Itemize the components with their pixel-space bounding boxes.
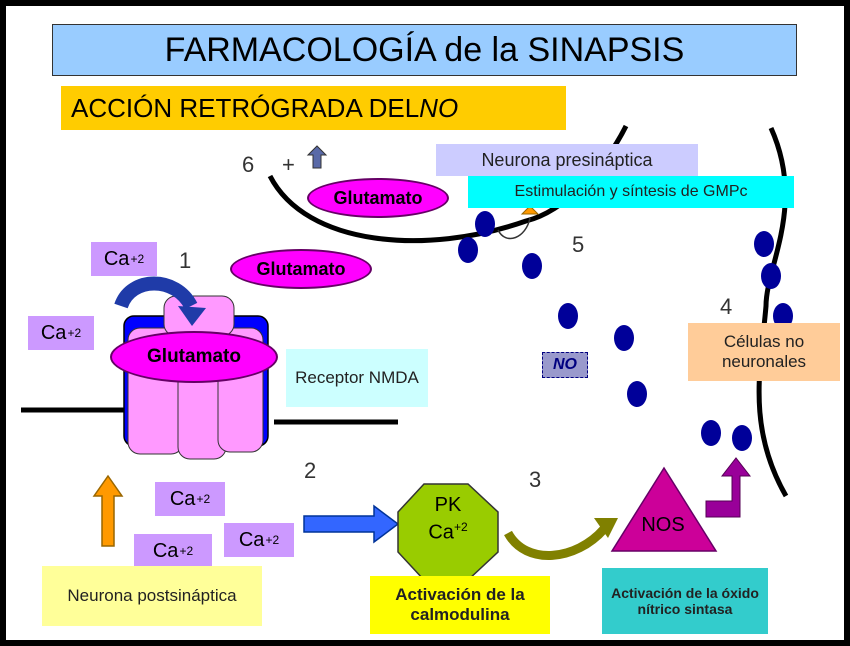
glutamato-ellipse-middle: Glutamato (230, 249, 372, 289)
small-curved-arrow (497, 217, 531, 240)
subtitle: ACCIÓN RETRÓGRADA DEL NO (61, 86, 566, 130)
ca-ion-label: Ca +2 (224, 523, 294, 557)
curved-arrow-pk-nos (504, 525, 608, 560)
no-dot (614, 325, 634, 351)
postsynaptic-neuron-label: Neurona postsináptica (42, 566, 262, 626)
no-dot (773, 303, 793, 329)
right-arrow-icon (303, 504, 400, 544)
no-dot (701, 420, 721, 446)
ca-ion-label: Ca +2 (91, 242, 157, 276)
step-number-1: 1 (179, 248, 192, 273)
no-dot (627, 381, 647, 407)
step-number-5: 5 (572, 232, 585, 257)
ca-ion-label: Ca +2 (155, 482, 225, 516)
page-title: FARMACOLOGÍA de la SINAPSIS (52, 24, 797, 76)
step-number-6: 6 (242, 152, 255, 177)
ca-ion-label: Ca +2 (28, 316, 94, 350)
subtitle-text: ACCIÓN RETRÓGRADA DEL (71, 92, 420, 123)
no-dot (458, 237, 478, 263)
glutamato-ellipse-top: Glutamato (307, 178, 449, 218)
glutamato-ellipse-receptor: Glutamato (110, 331, 278, 383)
curved-arrow-icon (114, 276, 198, 310)
no-dot (732, 425, 752, 451)
gmpc-label: Estimulación y síntesis de GMPc (468, 176, 794, 208)
nos-activation-label: Activación de la óxido nítrico sintasa (602, 568, 768, 634)
pk-label: PK Ca+2 (428, 494, 468, 544)
small-up-arrow-icon (306, 145, 328, 169)
subtitle-no: NO (419, 92, 459, 123)
step-number-2: 2 (304, 458, 317, 483)
up-arrow-icon (92, 474, 124, 547)
no-dot (558, 303, 578, 329)
no-dots (458, 211, 793, 451)
nos-triangle (610, 466, 718, 552)
nos-label: NOS (641, 514, 685, 536)
curved-arrow-pk-nos-head (594, 518, 618, 538)
step-number-4: 4 (720, 294, 733, 319)
no-label: NO (542, 352, 588, 378)
no-dot (754, 231, 774, 257)
curved-arrow-head (178, 306, 206, 326)
bent-arrow-icon (705, 457, 752, 518)
non-neuronal-cells-label: Células no neuronales (688, 323, 840, 381)
nmda-receptor-label: Receptor NMDA (286, 349, 428, 407)
ca-ion-label: Ca +2 (134, 534, 212, 568)
no-dot (522, 253, 542, 279)
no-dot (761, 263, 781, 289)
plus-sign: + (282, 152, 295, 177)
small-triangle-icon (520, 205, 540, 215)
no-dot (475, 211, 495, 237)
slide: FARMACOLOGÍA de la SINAPSIS ACCIÓN RETRÓ… (6, 6, 844, 640)
step-number-3: 3 (529, 467, 542, 492)
calmodulin-activation-label: Activación de la calmodulina (370, 576, 550, 634)
presynaptic-neuron-label: Neurona presináptica (436, 144, 698, 176)
